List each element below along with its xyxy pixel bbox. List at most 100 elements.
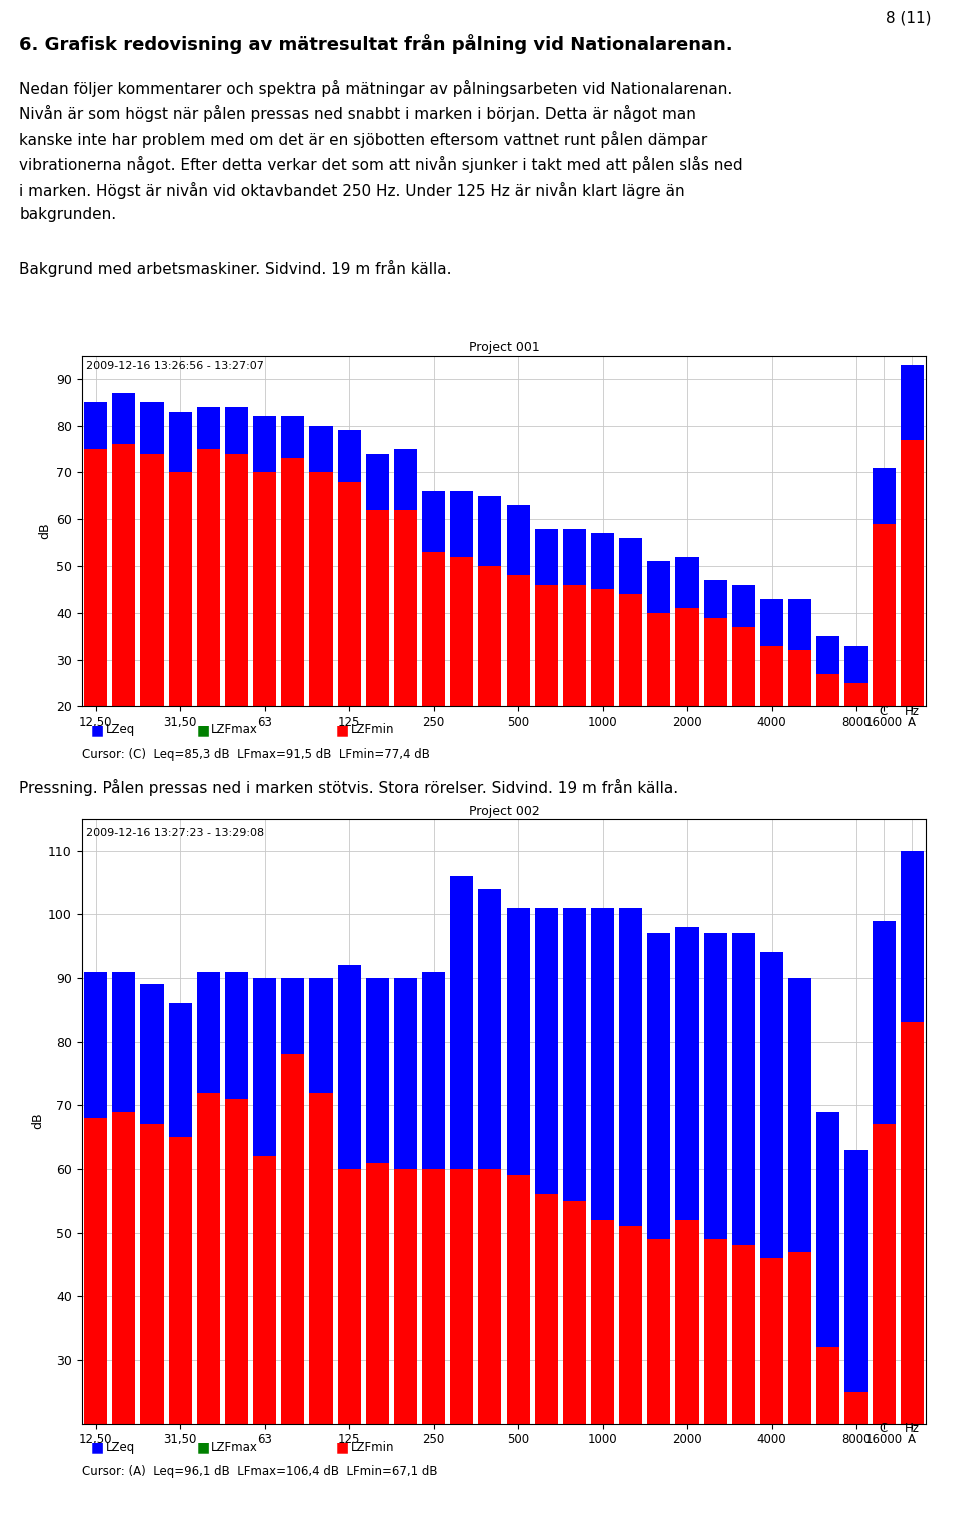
Text: bakgrunden.: bakgrunden. [19, 208, 116, 222]
Bar [253, 417, 276, 472]
Text: LZFmax: LZFmax [211, 1441, 258, 1453]
Bar [676, 608, 699, 800]
Bar [422, 491, 445, 553]
Bar [84, 1117, 108, 1539]
Text: 8 (11): 8 (11) [886, 11, 931, 26]
Bar [169, 1003, 192, 1137]
Bar [394, 977, 417, 1170]
Text: Bakgrund med arbetsmaskiner. Sidvind. 19 m från källa.: Bakgrund med arbetsmaskiner. Sidvind. 19… [19, 260, 452, 277]
Bar [478, 890, 501, 1170]
Bar [873, 468, 896, 523]
Bar [394, 449, 417, 509]
Bar [281, 417, 304, 459]
Bar [225, 1099, 248, 1539]
Bar [873, 920, 896, 1125]
Bar [422, 1170, 445, 1539]
Text: kanske inte har problem med om det är en sjöbotten eftersom vattnet runt pålen d: kanske inte har problem med om det är en… [19, 131, 708, 148]
Bar [281, 459, 304, 800]
Bar [112, 392, 135, 445]
Bar [225, 971, 248, 1099]
Bar [647, 933, 670, 1239]
Bar [760, 599, 783, 645]
Bar [507, 1176, 530, 1539]
Bar [563, 1200, 586, 1539]
Bar [450, 491, 473, 557]
Text: ■: ■ [197, 1441, 210, 1454]
Bar [591, 534, 614, 589]
Bar [309, 472, 332, 800]
Bar [535, 528, 558, 585]
Title: Project 002: Project 002 [468, 805, 540, 817]
Text: 6. Grafisk redovisning av mätresultat från pålning vid Nationalarenan.: 6. Grafisk redovisning av mätresultat fr… [19, 34, 732, 54]
Bar [197, 406, 220, 449]
Bar [535, 585, 558, 800]
Bar [647, 613, 670, 800]
Text: Nivån är som högst när pålen pressas ned snabbt i marken i början. Detta är någo: Nivån är som högst när pålen pressas ned… [19, 105, 696, 123]
Bar [169, 1137, 192, 1539]
Bar [225, 406, 248, 454]
Text: ■: ■ [336, 723, 349, 737]
Bar [422, 971, 445, 1170]
Bar [140, 402, 163, 454]
Text: Pressning. Pålen pressas ned i marken stötvis. Stora rörelser. Sidvind. 19 m frå: Pressning. Pålen pressas ned i marken st… [19, 779, 679, 796]
Bar [704, 1239, 727, 1539]
Y-axis label: dB: dB [31, 1113, 44, 1130]
Bar [112, 445, 135, 800]
Bar [84, 971, 108, 1117]
Bar [84, 449, 108, 800]
Text: ■: ■ [91, 1441, 105, 1454]
Bar [563, 908, 586, 1200]
Text: LZFmax: LZFmax [211, 723, 258, 736]
Y-axis label: dB: dB [38, 523, 52, 539]
Title: Project 001: Project 001 [468, 342, 540, 354]
Text: ■: ■ [336, 1441, 349, 1454]
Bar [478, 496, 501, 566]
Bar [591, 908, 614, 1220]
Bar [253, 1156, 276, 1539]
Bar [647, 562, 670, 613]
Bar [845, 1150, 868, 1391]
Bar [338, 1170, 361, 1539]
Bar [788, 651, 811, 800]
Text: 2009-12-16 13:27:23 - 13:29:08: 2009-12-16 13:27:23 - 13:29:08 [85, 828, 264, 837]
Bar [788, 977, 811, 1251]
Bar [535, 908, 558, 1194]
Bar [816, 1111, 839, 1347]
Bar [676, 557, 699, 608]
Bar [112, 1111, 135, 1539]
Bar [845, 645, 868, 683]
Bar [281, 1054, 304, 1539]
Bar [900, 851, 924, 1022]
Bar [140, 1125, 163, 1539]
Text: Nedan följer kommentarer och spektra på mätningar av pålningsarbeten vid Nationa: Nedan följer kommentarer och spektra på … [19, 80, 732, 97]
Bar [478, 566, 501, 800]
Bar [760, 645, 783, 800]
Bar [253, 977, 276, 1156]
Bar [507, 908, 530, 1176]
Bar [169, 411, 192, 472]
Bar [704, 617, 727, 800]
Bar [676, 1220, 699, 1539]
Bar [591, 1220, 614, 1539]
Bar [450, 1170, 473, 1539]
Bar [845, 683, 868, 800]
Text: i marken. Högst är nivån vid oktavbandet 250 Hz. Under 125 Hz är nivån klart läg: i marken. Högst är nivån vid oktavbandet… [19, 182, 684, 199]
Text: LZeq: LZeq [106, 723, 134, 736]
Bar [704, 933, 727, 1239]
Text: ■: ■ [197, 723, 210, 737]
Bar [309, 426, 332, 472]
Bar [563, 528, 586, 585]
Text: Cursor: (A)  Leq=96,1 dB  LFmax=106,4 dB  LFmin=67,1 dB: Cursor: (A) Leq=96,1 dB LFmax=106,4 dB L… [82, 1465, 437, 1477]
Bar [788, 599, 811, 651]
Bar [338, 965, 361, 1170]
Bar [450, 557, 473, 800]
Bar [760, 1257, 783, 1539]
Bar [732, 585, 755, 626]
Bar [309, 1093, 332, 1539]
Bar [394, 1170, 417, 1539]
Bar [338, 431, 361, 482]
Bar [732, 1245, 755, 1539]
Text: C: C [879, 1422, 887, 1434]
Bar [140, 985, 163, 1125]
Bar [816, 1347, 839, 1539]
